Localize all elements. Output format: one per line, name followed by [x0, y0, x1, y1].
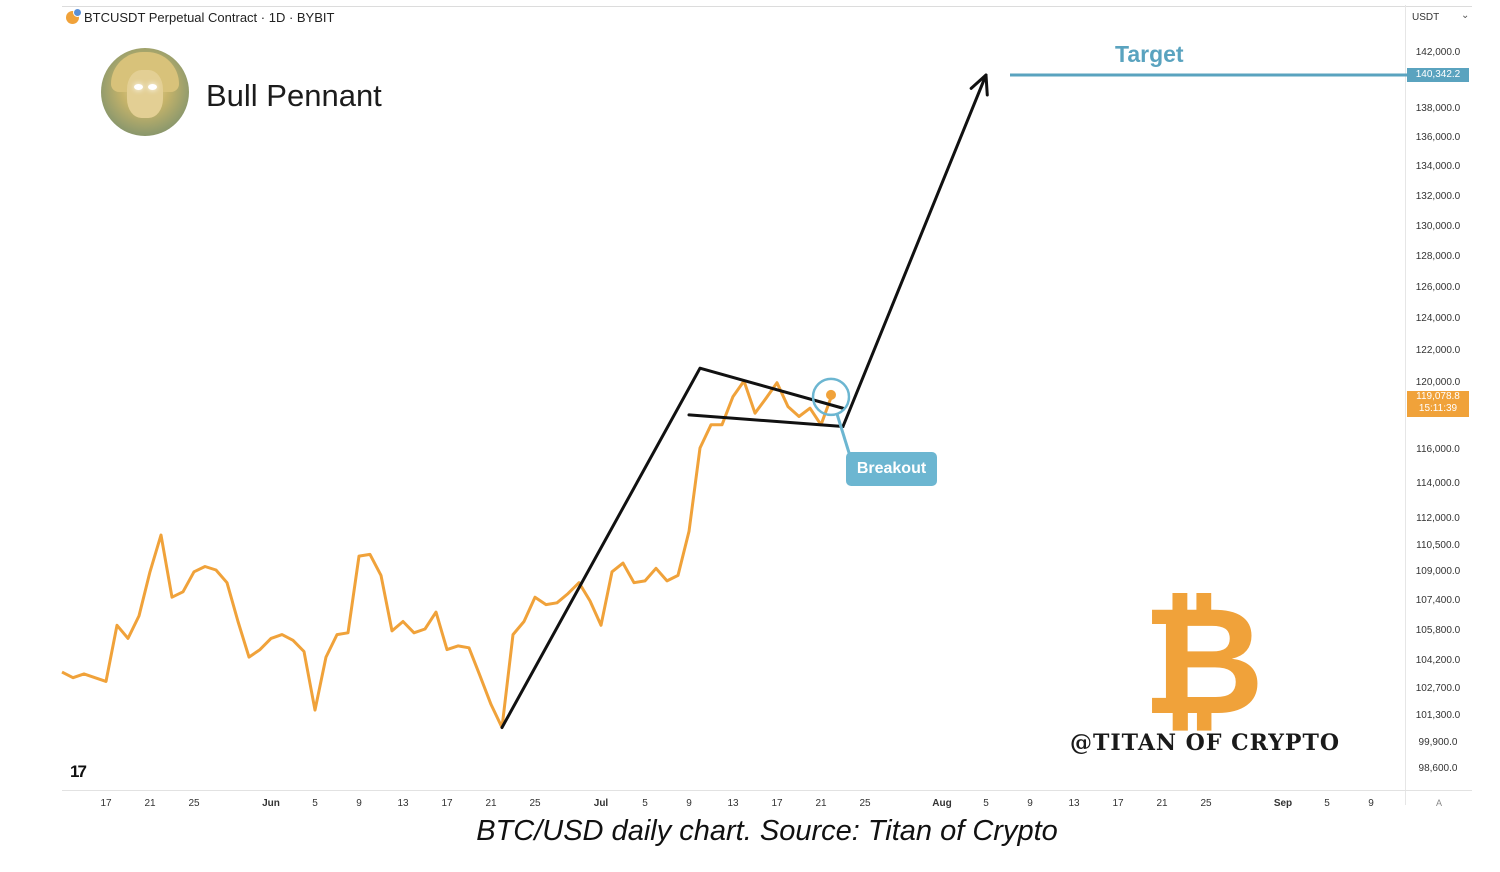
y-tick-label: 104,200.0 — [1416, 655, 1461, 666]
symbol-header[interactable]: BTCUSDT Perpetual Contract · 1D · BYBIT — [66, 8, 335, 25]
y-tick-label: 105,800.0 — [1416, 625, 1461, 636]
pennant-lower-line — [687, 413, 845, 428]
x-tick-label: 17 — [771, 798, 783, 809]
projection-arrow-line — [841, 73, 988, 428]
x-tick-label: Aug — [932, 798, 951, 809]
y-tick-label: 99,900.0 — [1419, 737, 1458, 748]
y-tick-label: 109,000.0 — [1416, 566, 1461, 577]
watermark: @TITAN OF CRYPTO — [1070, 730, 1341, 756]
top-border — [62, 6, 1472, 7]
breakout-marker — [811, 377, 852, 457]
y-tick-label: 98,600.0 — [1419, 763, 1458, 774]
last-price-tag: 119,078.8 15:11:39 — [1407, 391, 1469, 417]
bar-countdown: 15:11:39 — [1418, 403, 1458, 414]
x-tick-label: 17 — [100, 798, 112, 809]
pennant-drawing — [500, 73, 989, 729]
y-tick-label: 138,000.0 — [1416, 103, 1461, 114]
x-tick-label: 5 — [312, 798, 318, 809]
y-tick-label: 126,000.0 — [1416, 282, 1461, 293]
x-tick-label: 17 — [441, 798, 453, 809]
tradingview-logo-icon[interactable]: 17 — [70, 762, 87, 781]
avatar-eye-right — [148, 84, 157, 90]
x-tick-label: 25 — [529, 798, 541, 809]
price-scale-divider — [1405, 5, 1406, 805]
x-tick-label: 5 — [1324, 798, 1330, 809]
y-tick-label: 114,000.0 — [1416, 478, 1460, 489]
avatar-eye-left — [134, 84, 143, 90]
x-tick-label: 5 — [983, 798, 989, 809]
x-tick-label: 13 — [397, 798, 409, 809]
y-tick-label: 142,000.0 — [1416, 47, 1461, 58]
avatar-face — [127, 70, 163, 118]
y-tick-label: 128,000.0 — [1416, 251, 1461, 262]
target-label: Target — [1115, 41, 1184, 67]
y-tick-label: 101,300.0 — [1416, 710, 1461, 721]
x-tick-label: 9 — [1027, 798, 1033, 809]
x-tick-label: 25 — [188, 798, 200, 809]
x-tick-label: 21 — [1156, 798, 1168, 809]
time-scale-divider — [62, 790, 1472, 791]
x-tick-label: 25 — [1200, 798, 1212, 809]
x-tick-label: Sep — [1274, 798, 1292, 809]
currency-selector[interactable]: USDT — [1412, 12, 1440, 23]
y-tick-label: 110,500.0 — [1416, 540, 1460, 551]
y-tick-label: 120,000.0 — [1416, 377, 1461, 388]
arrow-head — [969, 73, 989, 97]
y-tick-label: 134,000.0 — [1416, 161, 1461, 172]
x-tick-label: 5 — [642, 798, 648, 809]
x-tick-label: 13 — [727, 798, 739, 809]
y-tick-label: 102,700.0 — [1416, 683, 1461, 694]
breakout-dot — [826, 389, 836, 400]
y-tick-label: 136,000.0 — [1416, 132, 1461, 143]
time-scale[interactable]: 17 21 25 Jun 5 9 13 17 21 25 Jul 5 9 13 17 21 25 Aug 5 9 13 1… — [100, 798, 1374, 809]
symbol-line: BTCUSDT Perpetual Contract · 1D · BYBIT — [84, 10, 335, 25]
x-tick-label: 25 — [859, 798, 871, 809]
x-tick-label: 13 — [1068, 798, 1080, 809]
last-price-value: 119,078.8 — [1416, 391, 1460, 402]
breakout-callout-line — [835, 413, 852, 457]
target-price-tag: 140,342.2 — [1407, 68, 1469, 82]
chart-title: Bull Pennant — [206, 78, 382, 113]
y-tick-label: 122,000.0 — [1416, 345, 1461, 356]
breakout-label: Breakout — [846, 452, 937, 486]
figure-caption: BTC/USD daily chart. Source: Titan of Cr… — [476, 815, 1058, 847]
y-tick-label: 130,000.0 — [1416, 221, 1461, 232]
bitcoin-coin-icon — [66, 8, 82, 24]
author-avatar — [101, 48, 189, 136]
x-tick-label: 9 — [686, 798, 692, 809]
breakout-circle — [811, 377, 851, 417]
x-tick-label: 21 — [144, 798, 156, 809]
price-line — [61, 379, 834, 729]
y-tick-label: 116,000.0 — [1416, 444, 1460, 455]
x-tick-label: 9 — [1368, 798, 1374, 809]
x-tick-label: 9 — [356, 798, 362, 809]
x-tick-label: 21 — [485, 798, 497, 809]
y-tick-label: 112,000.0 — [1416, 513, 1460, 524]
y-tick-label: 132,000.0 — [1416, 191, 1461, 202]
y-tick-label: 107,400.0 — [1416, 595, 1461, 606]
y-tick-label: 124,000.0 — [1416, 313, 1461, 324]
x-tick-label: Jun — [262, 798, 280, 809]
flagpole-line — [500, 366, 845, 729]
auto-scale-button[interactable]: A — [1436, 798, 1443, 808]
chevron-down-icon[interactable]: ⌄ — [1461, 10, 1470, 21]
x-tick-label: 21 — [815, 798, 827, 809]
x-tick-label: 17 — [1112, 798, 1124, 809]
price-scale[interactable]: 142,000.0 138,000.0 136,000.0 134,000.0 132,… — [1416, 47, 1461, 774]
x-tick-label: Jul — [594, 798, 609, 809]
bitcoin-logo-icon: ₿ — [1142, 575, 1265, 749]
